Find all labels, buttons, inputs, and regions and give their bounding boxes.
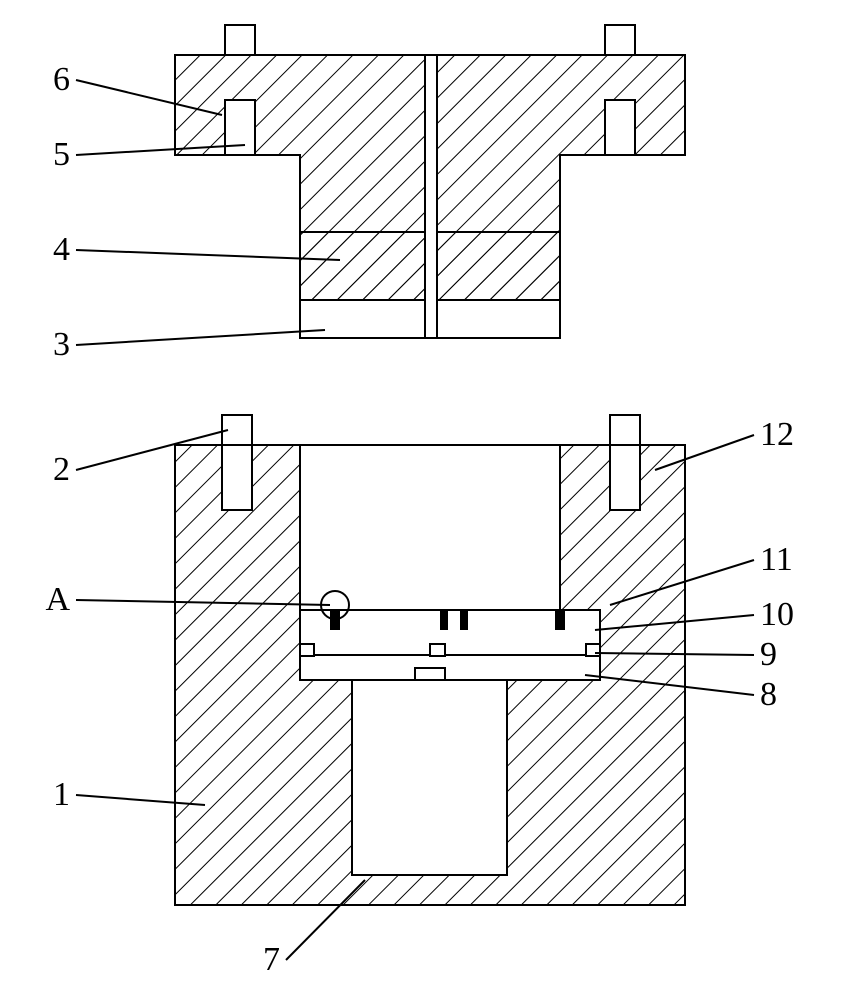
label-3: 3 [53,326,70,363]
label-4: 4 [53,231,70,268]
platform-outer [300,655,600,680]
tab-2 [460,610,468,630]
label-10: 10 [760,596,794,633]
label-1: 1 [53,776,70,813]
label-6: 6 [53,61,70,98]
label-5: 5 [53,136,70,173]
label-11: 11 [760,541,793,578]
upper-center-slot [425,55,437,338]
label-8: 8 [760,676,777,713]
tab-3 [555,610,565,630]
label-A: A [45,581,70,618]
label-7: 7 [263,941,280,978]
label-2: 2 [53,451,70,488]
label-12: 12 [760,416,794,453]
tab-1 [440,610,448,630]
label-9: 9 [760,636,777,673]
